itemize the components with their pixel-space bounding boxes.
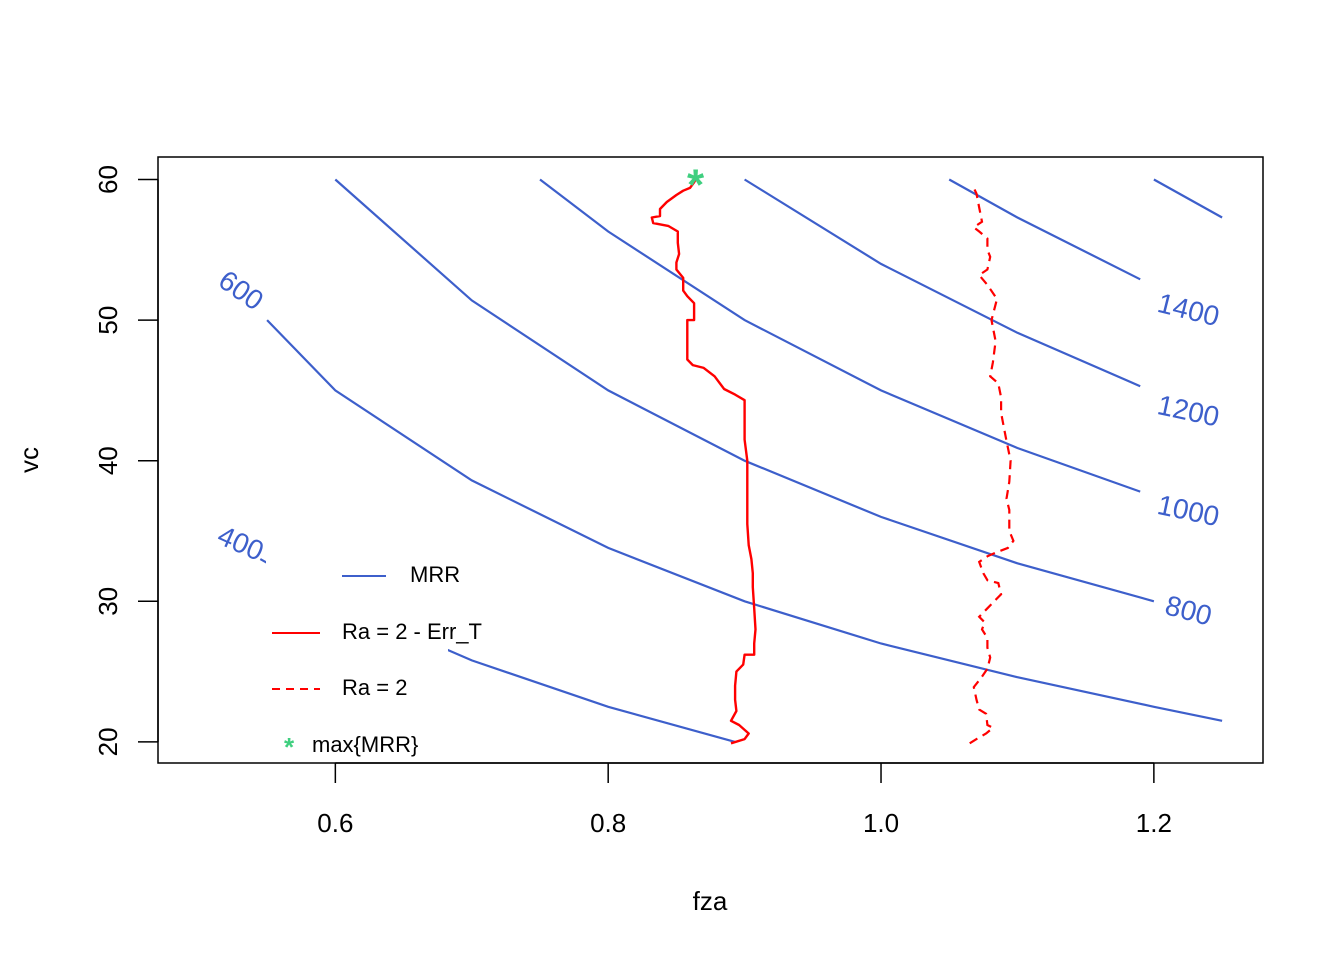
max-mrr-point: * (687, 161, 705, 210)
y-tick-label: 50 (93, 306, 123, 335)
legend-label-1: Ra = 2 - Err_T (342, 619, 482, 644)
legend-marker-max: * (284, 732, 295, 762)
legend-label-2: Ra = 2 (342, 675, 407, 700)
x-tick-label: 1.0 (863, 808, 899, 838)
mrr-contour-1000 (539, 178, 1141, 493)
legend-box (266, 548, 448, 766)
legend: MRR Ra = 2 - Err_T Ra = 2 * max{MRR} (272, 562, 482, 762)
x-tick-label: 0.6 (317, 808, 353, 838)
mrr-contour-1600 (1153, 178, 1223, 219)
ra-curves (650, 178, 1015, 745)
y-axis-title: vc (14, 447, 44, 473)
mrr-contour-600 (266, 319, 1223, 722)
ra-dashed-line (969, 184, 1015, 745)
mrr-contour-1200 (744, 178, 1141, 388)
ra-minus-err-line (650, 178, 757, 745)
max-mrr-marker: * (687, 161, 705, 210)
x-tick-label: 0.8 (590, 808, 626, 838)
x-axis: 0.6 0.8 1.0 1.2 (317, 762, 1172, 838)
x-axis-title: fza (693, 886, 728, 916)
legend-label-0: MRR (410, 562, 460, 587)
y-axis: 20 30 40 50 60 (93, 165, 159, 756)
y-tick-label: 60 (93, 165, 123, 194)
y-tick-label: 20 (93, 727, 123, 756)
legend-label-3: max{MRR} (312, 732, 418, 757)
mrr-contour-800 (334, 178, 1155, 603)
y-tick-label: 40 (93, 446, 123, 475)
y-tick-label: 30 (93, 587, 123, 616)
x-tick-label: 1.2 (1136, 808, 1172, 838)
mrr-contour-1400 (948, 178, 1141, 281)
